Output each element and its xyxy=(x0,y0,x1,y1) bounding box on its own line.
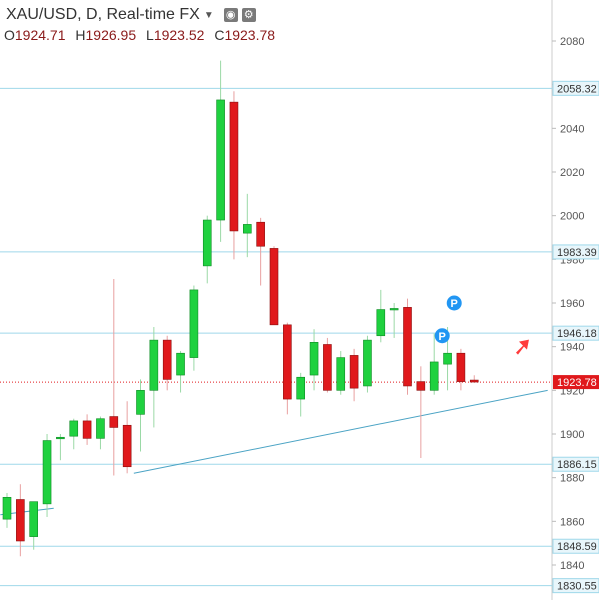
gear-icon[interactable]: ⚙ xyxy=(241,8,256,22)
candle-body xyxy=(216,99,225,221)
candle-body xyxy=(176,352,185,376)
candle-body xyxy=(82,420,92,439)
candle-body xyxy=(269,248,279,326)
level-price-label: 1983.39 xyxy=(557,247,597,259)
candle-body xyxy=(69,420,79,437)
high-value: 1926.95 xyxy=(85,27,137,43)
close-label: C xyxy=(214,27,225,43)
candle-body xyxy=(149,339,159,391)
y-tick-label: 2000 xyxy=(560,211,584,223)
symbol-dropdown-icon[interactable]: ▼ xyxy=(203,9,214,21)
candle-body xyxy=(243,224,252,234)
candle-body xyxy=(309,341,319,376)
ohlc-readout: O1924.71 H1926.95 L1923.52 C1923.78 xyxy=(4,27,281,43)
candle-body xyxy=(469,379,479,383)
level-price-tag xyxy=(552,578,599,594)
y-tick-label: 2020 xyxy=(560,167,584,179)
candle-body xyxy=(189,289,199,358)
level-price-tag xyxy=(552,244,599,260)
level-price-tag xyxy=(552,538,599,554)
close-value: 1923.78 xyxy=(224,27,276,43)
y-tick-label: 1840 xyxy=(560,560,584,572)
chart-header: XAU/USD, D, Real-time FX ▼ ◉ ⚙ xyxy=(6,6,256,24)
up-arrow-icon xyxy=(515,339,529,355)
candle-body xyxy=(16,499,25,542)
candle-body xyxy=(429,361,439,391)
candle-body xyxy=(336,357,346,391)
y-tick-label: 1960 xyxy=(560,298,584,310)
level-price-label: 1830.55 xyxy=(557,581,597,593)
y-tick-label: 1880 xyxy=(560,473,584,485)
candle-body xyxy=(323,344,332,391)
p-marker-label: P xyxy=(439,331,446,343)
y-tick-label: 2080 xyxy=(560,36,584,48)
candle-body xyxy=(202,219,212,267)
current-price-label: 1923.78 xyxy=(557,377,597,389)
candle-body xyxy=(256,221,265,247)
candle-body xyxy=(376,309,386,337)
candle-body xyxy=(109,416,119,428)
level-price-label: 1886.15 xyxy=(557,459,597,471)
level-price-label: 1946.18 xyxy=(557,328,597,340)
level-price-label: 2058.32 xyxy=(557,83,597,95)
candle-body xyxy=(2,497,12,520)
y-tick-label: 1900 xyxy=(560,429,584,441)
p-marker xyxy=(434,328,450,344)
y-tick-label: 2040 xyxy=(560,123,584,135)
p-marker-label: P xyxy=(451,298,458,310)
candle-body xyxy=(162,339,172,380)
current-price-tag xyxy=(553,375,599,390)
candle-body xyxy=(122,424,132,468)
p-marker xyxy=(446,295,462,311)
level-price-tag xyxy=(552,456,599,472)
candle-body xyxy=(96,418,105,439)
eye-icon[interactable]: ◉ xyxy=(223,8,238,22)
candle-body xyxy=(29,501,39,537)
low-value: 1923.52 xyxy=(153,27,205,43)
candle-body xyxy=(283,324,292,400)
symbol-title[interactable]: XAU/USD, D, Real-time FX xyxy=(6,6,200,23)
open-label: O xyxy=(4,27,15,43)
candle-body xyxy=(403,307,412,387)
candle-body xyxy=(443,352,452,365)
candle-body xyxy=(456,352,466,382)
candle-body xyxy=(363,339,372,387)
open-value: 1924.71 xyxy=(14,27,66,43)
candle-body xyxy=(349,355,359,389)
candle-body xyxy=(296,376,306,400)
candle-body xyxy=(389,308,399,311)
candle-body xyxy=(56,436,65,440)
level-price-tag xyxy=(552,80,599,96)
candle-body xyxy=(136,390,145,415)
level-price-tag xyxy=(552,325,599,341)
level-price-label: 1848.59 xyxy=(557,541,597,553)
high-label: H xyxy=(75,27,86,43)
candle-body xyxy=(416,381,426,391)
candle-body xyxy=(229,101,239,232)
candle-body xyxy=(42,440,52,505)
y-tick-label: 1940 xyxy=(560,342,584,354)
trendline xyxy=(133,389,548,474)
low-label: L xyxy=(146,27,154,43)
y-tick-label: 1860 xyxy=(560,516,584,528)
